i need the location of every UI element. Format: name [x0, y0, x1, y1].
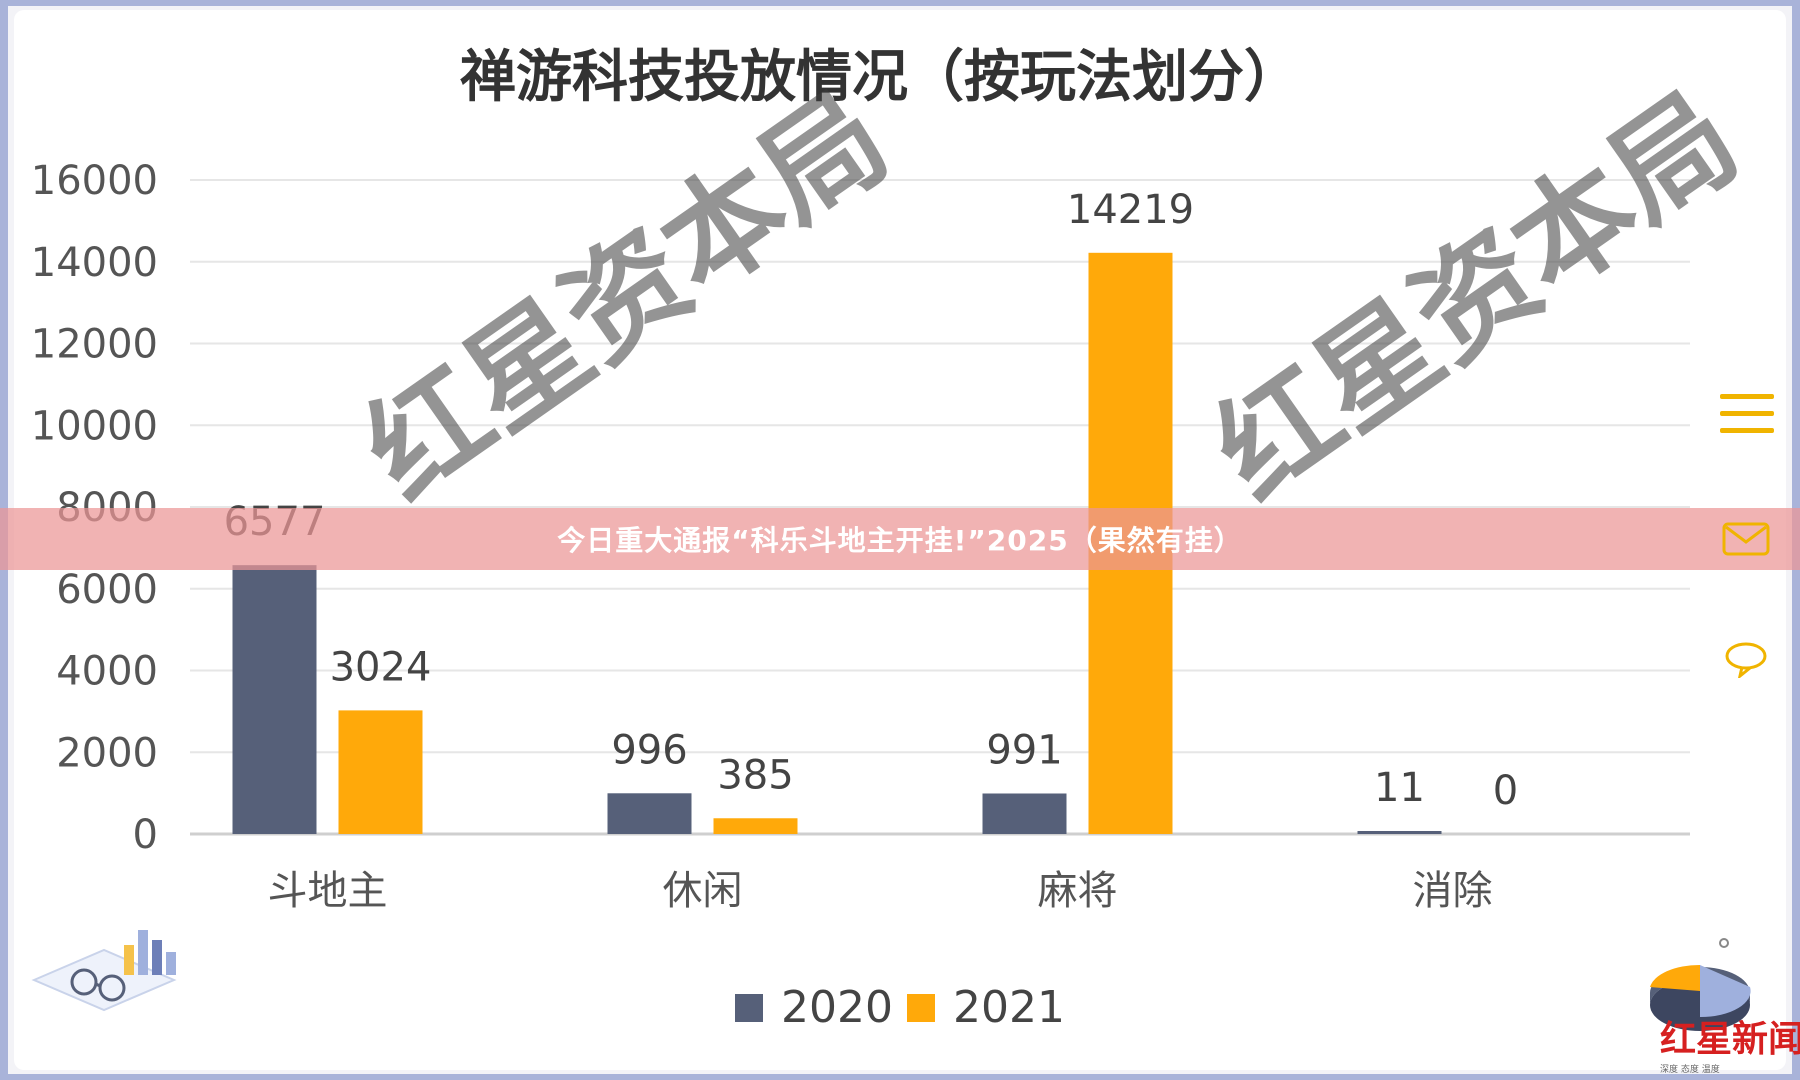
- watermark-text: 红星资本局: [1190, 66, 1762, 526]
- chat-bubble-icon[interactable]: [1724, 640, 1768, 680]
- y-tick-label: 0: [133, 812, 158, 858]
- category-label: 消除: [1413, 868, 1493, 914]
- data-label: 385: [717, 752, 793, 798]
- y-tick-label: 10000: [31, 403, 158, 449]
- data-label: 991: [986, 727, 1062, 773]
- red-star-news-logo: 红星新闻 深度 态度 温度: [1660, 1010, 1800, 1075]
- legend-label: 2020: [781, 982, 893, 1033]
- watermark-text: 红星资本局: [340, 66, 912, 526]
- bar-2020-消除: [1357, 831, 1442, 834]
- category-label: 斗地主: [268, 868, 388, 914]
- y-axis-ticks: 0200040006000800010000120001400016000: [31, 158, 158, 858]
- data-label: 996: [611, 727, 687, 773]
- decorative-chart-illustration-icon: [24, 910, 194, 1040]
- bar-2020-斗地主: [232, 565, 317, 834]
- y-tick-label: 14000: [31, 240, 158, 286]
- category-label: 麻将: [1038, 868, 1118, 914]
- y-tick-label: 4000: [56, 649, 158, 695]
- bar-2020-休闲: [607, 793, 692, 834]
- legend: 2020 2021: [735, 982, 1065, 1033]
- y-tick-label: 6000: [56, 567, 158, 613]
- y-tick-label: 12000: [31, 322, 158, 368]
- chart-title: 禅游科技投放情况（按玩法划分）: [460, 45, 1300, 110]
- y-tick-label: 2000: [56, 730, 158, 776]
- decorative-pie-illustration-icon: [1640, 935, 1760, 1045]
- data-label: 3024: [330, 644, 432, 690]
- logo-name: 红星新闻: [1660, 1018, 1800, 1060]
- x-axis-categories: 斗地主 休闲 麻将 消除: [268, 868, 1493, 914]
- y-tick-label: 16000: [31, 158, 158, 204]
- legend-swatch: [735, 994, 763, 1022]
- legend-swatch: [907, 994, 935, 1022]
- bar-2021-休闲: [713, 818, 798, 834]
- category-label: 休闲: [663, 868, 743, 914]
- legend-label: 2021: [953, 982, 1065, 1033]
- mail-icon[interactable]: [1722, 522, 1770, 556]
- data-label: 11: [1374, 765, 1425, 811]
- bar-2021-斗地主: [338, 710, 423, 834]
- watermarks: 红星资本局 红星资本局: [340, 66, 1762, 526]
- menu-icon[interactable]: [1720, 394, 1774, 434]
- data-label: 14219: [1067, 187, 1194, 233]
- logo-tagline: 深度 态度 温度: [1660, 1065, 1720, 1075]
- banner-text[interactable]: 今日重大通报“科乐斗地主开挂!”2025（果然有挂）: [557, 524, 1243, 557]
- news-banner[interactable]: 今日重大通报“科乐斗地主开挂!”2025（果然有挂）: [0, 508, 1800, 570]
- data-label: 0: [1493, 768, 1518, 814]
- bar-2020-麻将: [982, 793, 1067, 834]
